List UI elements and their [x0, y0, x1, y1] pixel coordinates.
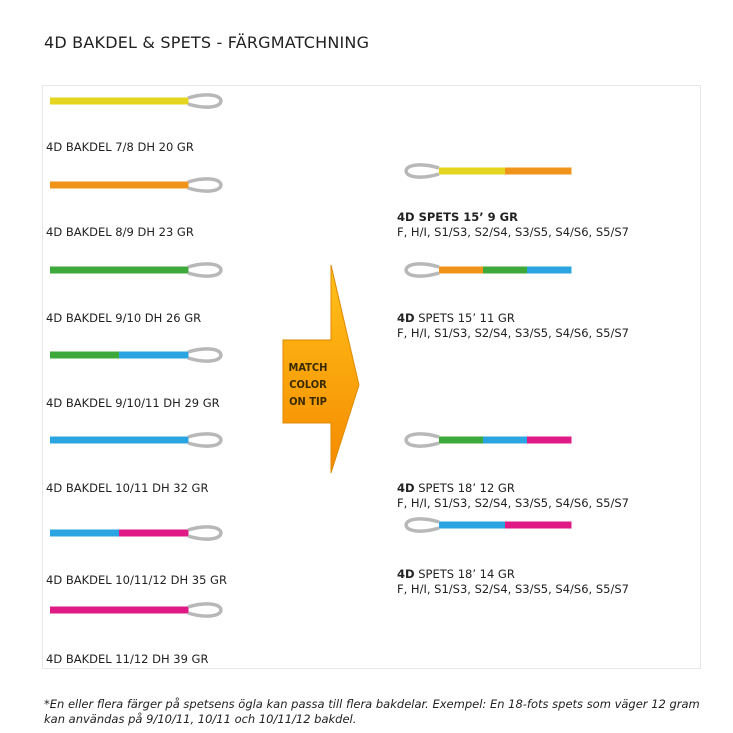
spets-name: SPETS 15’ 11 GR [414, 311, 515, 325]
loop-icon [404, 262, 440, 278]
brand: 4D [397, 210, 415, 224]
fly-line [50, 432, 223, 448]
green-segment [483, 266, 528, 274]
spets-label: 4D SPETS 15’ 9 GR F, H/I, S1/S3, S2/S4, S… [397, 210, 629, 240]
fly-line [50, 602, 223, 618]
loop-icon [404, 517, 440, 533]
fly-line [50, 93, 223, 109]
bakdel-label: 4D BAKDEL 9/10 DH 26 GR [46, 311, 202, 325]
spets-name: SPETS 15’ 9 GR [414, 210, 518, 224]
brand: 4D [397, 481, 415, 495]
pink-segment [527, 436, 572, 444]
fly-line [50, 525, 223, 541]
orange-segment [505, 167, 572, 175]
spets-name: SPETS 18’ 14 GR [414, 567, 515, 581]
loop-icon [187, 432, 223, 448]
spets-label: 4D SPETS 18’ 12 GR F, H/I, S1/S3, S2/S4, … [397, 481, 629, 511]
pink-segment [119, 529, 189, 537]
blue-segment [50, 529, 120, 537]
green-segment [50, 351, 120, 359]
pink-segment [50, 606, 189, 614]
page-title: 4D BAKDEL & SPETS - FÄRGMATCHNING [44, 33, 370, 52]
brand: 4D [397, 311, 415, 325]
spets-name: SPETS 18’ 12 GR [414, 481, 515, 495]
sink-rates: F, H/I, S1/S3, S2/S4, S3/S5, S4/S6, S5/S… [397, 225, 629, 239]
blue-segment [50, 436, 189, 444]
blue-segment [119, 351, 189, 359]
yellow-segment [50, 97, 189, 105]
loop-icon [187, 525, 223, 541]
loop-icon [187, 602, 223, 618]
fly-line [404, 432, 572, 448]
blue-segment [439, 521, 506, 529]
sink-rates: F, H/I, S1/S3, S2/S4, S3/S5, S4/S6, S5/S… [397, 496, 629, 510]
orange-segment [439, 266, 484, 274]
bakdel-label: 4D BAKDEL 7/8 DH 20 GR [46, 140, 194, 154]
spets-label: 4D SPETS 18’ 14 GR F, H/I, S1/S3, S2/S4, … [397, 567, 629, 597]
sink-rates: F, H/I, S1/S3, S2/S4, S3/S5, S4/S6, S5/S… [397, 582, 629, 596]
loop-icon [404, 163, 440, 179]
fly-line [404, 163, 572, 179]
pink-segment [505, 521, 572, 529]
arrow-text: MATCH [289, 361, 328, 374]
fly-line [50, 262, 223, 278]
loop-icon [404, 432, 440, 448]
green-segment [439, 436, 484, 444]
spets-label: 4D SPETS 15’ 11 GR F, H/I, S1/S3, S2/S4, … [397, 311, 629, 341]
bakdel-label: 4D BAKDEL 11/12 DH 39 GR [46, 652, 209, 666]
bakdel-label: 4D BAKDEL 8/9 DH 23 GR [46, 225, 194, 239]
fly-line [404, 262, 572, 278]
fly-line [50, 177, 223, 193]
footnote: *En eller flera färger på spetsens ögla … [44, 697, 700, 726]
bakdel-label: 4D BAKDEL 10/11/12 DH 35 GR [46, 573, 227, 587]
green-segment [50, 266, 189, 274]
loop-icon [187, 177, 223, 193]
bakdel-label: 4D BAKDEL 10/11 DH 32 GR [46, 481, 209, 495]
sink-rates: F, H/I, S1/S3, S2/S4, S3/S5, S4/S6, S5/S… [397, 326, 629, 340]
bakdel-label: 4D BAKDEL 9/10/11 DH 29 GR [46, 396, 220, 410]
loop-icon [187, 262, 223, 278]
match-color-arrow: MATCH COLOR ON TIP [282, 264, 360, 474]
loop-icon [187, 347, 223, 363]
fly-line [404, 517, 572, 533]
loop-icon [187, 93, 223, 109]
arrow-text: ON TIP [289, 395, 327, 408]
blue-segment [483, 436, 528, 444]
blue-segment [527, 266, 572, 274]
arrow-text: COLOR [289, 378, 327, 391]
brand: 4D [397, 567, 415, 581]
fly-line [50, 347, 223, 363]
yellow-segment [439, 167, 506, 175]
orange-segment [50, 181, 189, 189]
